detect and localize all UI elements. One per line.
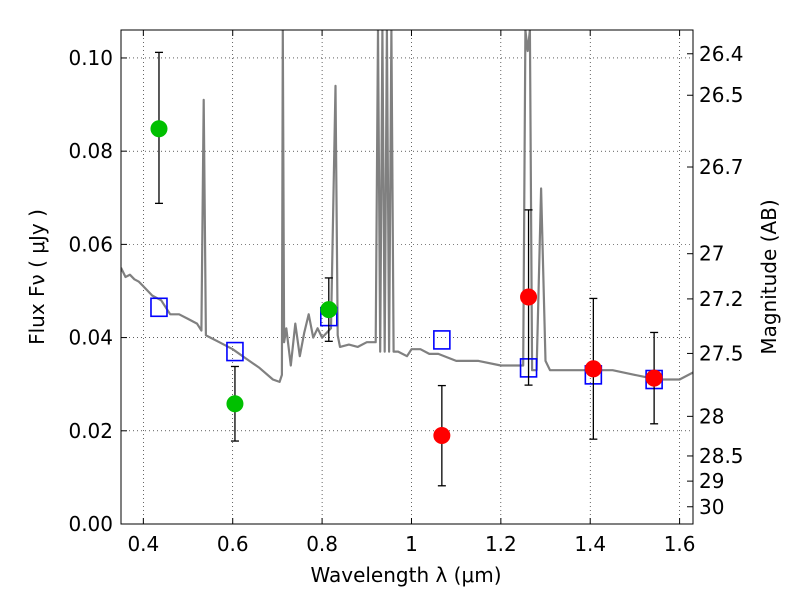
x-tick-label: 1.6 bbox=[664, 532, 696, 556]
model-photometry-point bbox=[150, 297, 168, 318]
x-tick-label: 0.6 bbox=[217, 532, 249, 556]
observed-flux-point bbox=[645, 369, 663, 387]
right-axis-tick-label: 27.2 bbox=[699, 287, 744, 311]
y-tick-label: 0.04 bbox=[68, 326, 113, 350]
x-axis-label: Wavelength λ (μm) bbox=[310, 563, 501, 587]
x-tick-label: 1.2 bbox=[485, 532, 517, 556]
axis-ticks: 0.4 0.6 0.8 1 1.2 1.4 1.6 0.00 0.02 0.04 0.06 0.08 0… bbox=[68, 30, 744, 556]
right-axis-tick-label: 27.5 bbox=[699, 341, 744, 365]
y-axis-label: Flux Fν ( μJy ) bbox=[25, 209, 49, 345]
observed-flux-point bbox=[433, 426, 451, 444]
model-spectrum-line bbox=[121, 30, 693, 383]
right-axis-tick-label: 30 bbox=[699, 495, 724, 519]
y-tick-label: 0.02 bbox=[68, 419, 113, 443]
x-tick-label: 1.4 bbox=[574, 532, 606, 556]
right-axis-tick-label: 26.4 bbox=[699, 42, 744, 66]
observed-flux-point bbox=[226, 395, 244, 413]
right-axis-tick-label: 26.5 bbox=[699, 83, 744, 107]
right-axis-label: Magnitude (AB) bbox=[757, 199, 781, 354]
observed-flux-point bbox=[150, 120, 168, 138]
x-tick-label: 0.8 bbox=[306, 532, 338, 556]
observed-flux-point bbox=[320, 301, 338, 319]
observed-flux-point bbox=[584, 360, 602, 378]
y-tick-label: 0.08 bbox=[68, 139, 113, 163]
model-photometry-point bbox=[226, 341, 244, 362]
right-axis-tick-label: 28 bbox=[699, 404, 724, 428]
right-axis-tick-label: 28.5 bbox=[699, 444, 744, 468]
plot-frame bbox=[120, 29, 694, 525]
observed-flux-point bbox=[520, 288, 538, 306]
right-axis-tick-label: 27 bbox=[699, 242, 724, 266]
x-tick-label: 1 bbox=[405, 532, 418, 556]
y-tick-label: 0.06 bbox=[68, 232, 113, 256]
right-axis-tick-label: 29 bbox=[699, 469, 724, 493]
model-photometry-point bbox=[433, 330, 451, 350]
right-axis-tick-label: 26.7 bbox=[699, 155, 744, 179]
plot-area bbox=[121, 30, 693, 487]
y-tick-label: 0.10 bbox=[68, 46, 113, 70]
x-tick-label: 0.4 bbox=[127, 532, 159, 556]
y-tick-label: 0.00 bbox=[68, 512, 113, 536]
